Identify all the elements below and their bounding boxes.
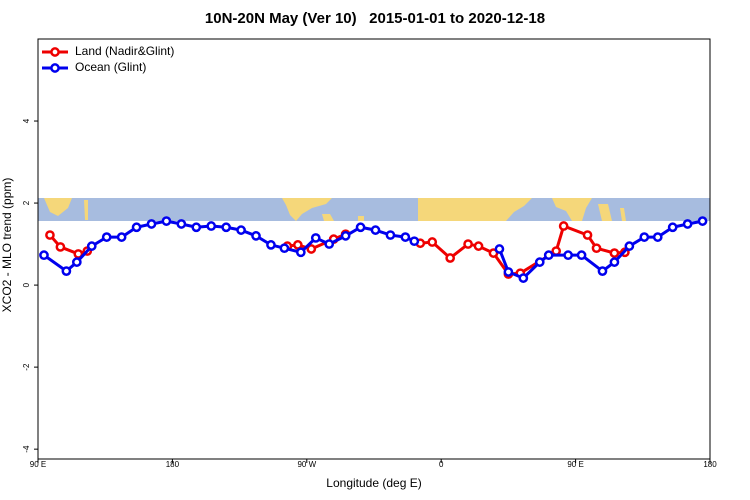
data-point [251,231,261,241]
data-point [503,267,514,277]
data-point [221,222,232,233]
data-point [576,250,587,261]
data-point [639,232,650,242]
data-point [400,232,411,242]
data-point [667,222,678,233]
data-point [409,236,420,247]
y-tick-label: -2 [22,363,31,371]
data-point [682,219,693,229]
data-point [473,241,484,251]
data-point [591,243,602,254]
data-point [146,219,157,229]
data-point [518,273,529,283]
data-point [279,243,290,254]
data-point [131,222,142,233]
data-point [206,221,217,231]
x-tick-label: 90 W [297,460,316,469]
x-axis-label: Longitude (deg E) [326,476,421,490]
data-point [266,240,276,250]
data-point [292,240,303,250]
y-tick-label: 0 [22,282,31,287]
legend-label: Land (Nadir&Glint) [75,44,174,58]
data-point [697,216,708,226]
data-point [355,222,366,233]
data-point [116,232,127,242]
map-strip [38,198,710,221]
data-point [236,225,246,235]
data-point [45,230,55,240]
data-point [582,230,593,240]
x-tick-label: 0 [439,460,444,469]
data-point [370,225,381,235]
data-point [55,242,66,252]
data-point [609,248,620,258]
legend-label: Ocean (Glint) [75,60,146,74]
data-point [551,246,562,256]
data-point [61,266,72,276]
data-point [445,253,456,263]
data-point [558,221,569,231]
y-tick-label: 2 [22,200,31,205]
data-point [385,230,396,240]
chart-title: 10N-20N May (Ver 10) 2015-01-01 to 2020-… [205,10,545,27]
data-point [101,232,112,242]
plot-frame [37,38,711,460]
data-point [624,241,635,251]
data-point [534,257,545,267]
data-point [86,241,97,251]
y-tick-label: 4 [22,118,31,123]
x-tick-label: 90 E [567,460,583,469]
data-point [39,250,49,261]
legend-marker [50,47,60,57]
data-point [463,239,473,249]
data-point [306,244,317,254]
data-point [161,216,172,226]
legend-marker [50,63,60,73]
data-point [609,257,620,267]
data-point [324,239,335,249]
data-point [295,247,306,258]
data-point [340,231,351,241]
data-point [310,233,321,243]
x-tick-label: 180 [703,460,717,469]
data-point [543,250,554,261]
data-point [494,244,505,254]
data-point [597,266,608,276]
data-point [191,222,202,233]
data-point [176,219,187,229]
x-tick-label: 180 [166,460,180,469]
data-point [71,257,82,267]
y-tick-label: -4 [22,445,31,453]
x-tick-label: 90 E [30,460,46,469]
data-point [427,237,438,247]
y-axis-label: XCO2 - MLO trend (ppm) [0,178,14,313]
data-point [563,250,573,261]
data-point [652,232,663,242]
